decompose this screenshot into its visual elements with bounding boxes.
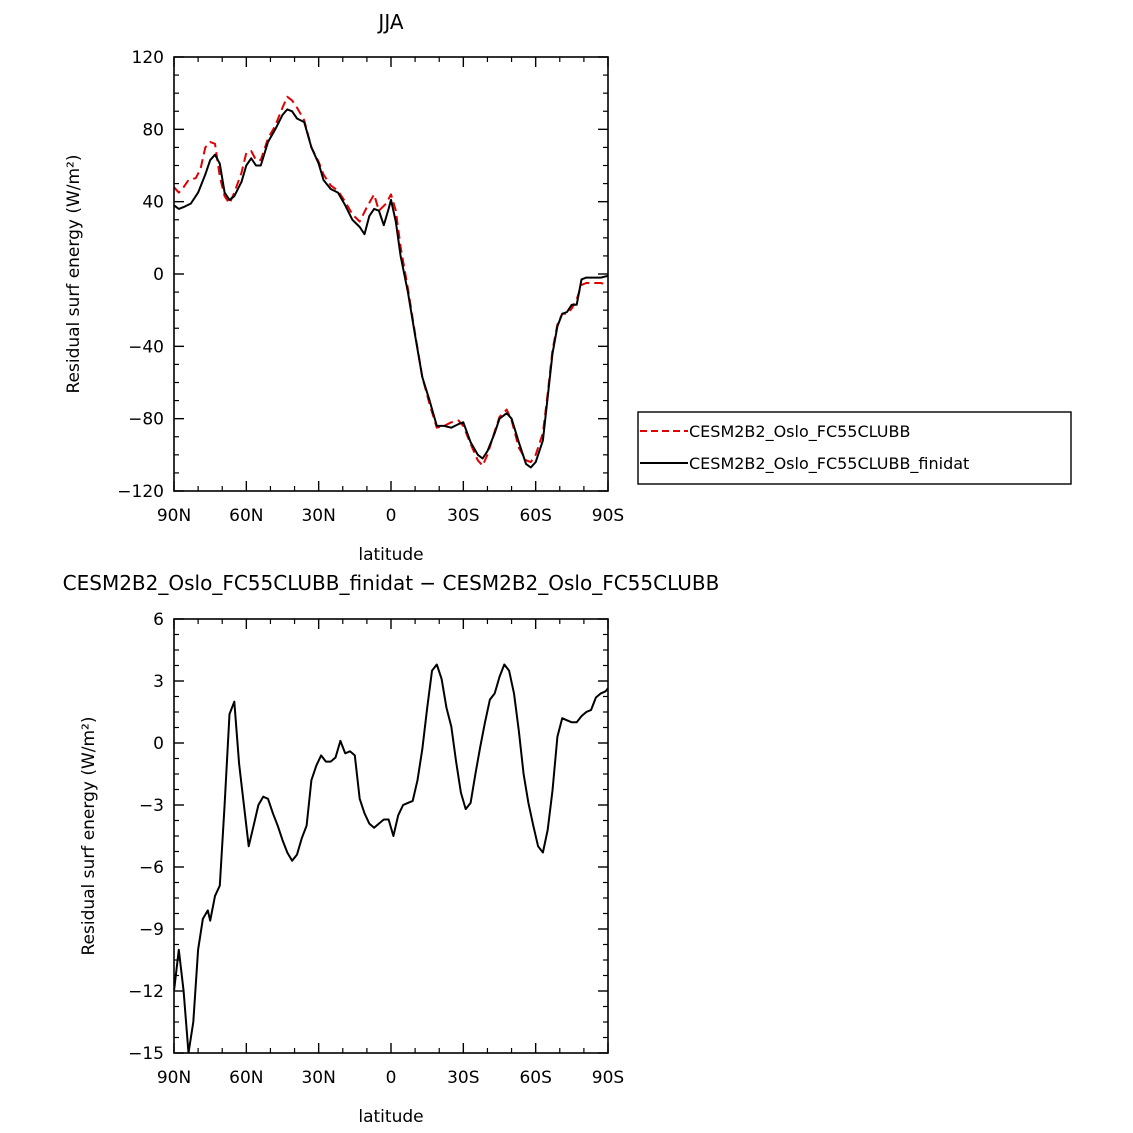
top-chart-xtick-label: 60N [229,506,263,526]
top-chart-xtick-label: 30S [447,506,479,526]
bottom-chart-ytick-label: −12 [128,982,164,1002]
top-chart-xlabel: latitude [358,545,423,565]
bottom-chart-ytick-label: −3 [139,796,164,816]
bottom-chart-ytick-label: 0 [153,734,164,754]
top-chart-ytick-label: 80 [142,120,164,140]
bottom-chart-xtick-label: 30S [447,1068,479,1088]
top-chart-xtick-label: 90S [592,506,624,526]
top-chart-series-line-2 [174,108,608,469]
bottom-chart-series-group [174,663,608,1053]
bottom-chart-ytick-label: −15 [128,1044,164,1064]
legend-label-series-2: CESM2B2_Oslo_FC55CLUBB_finidat [689,454,969,474]
top-chart-xtick-label: 60S [519,506,551,526]
top-chart-ytick-label: −120 [117,482,164,502]
top-chart-xtick-label: 0 [386,506,397,526]
top-chart-title: JJA [376,10,403,34]
bottom-chart-xtick-label: 60N [229,1068,263,1088]
legend-label-series-1: CESM2B2_Oslo_FC55CLUBB [689,422,910,442]
bottom-chart-xtick-label: 90S [592,1068,624,1088]
top-chart: JJA 90N 60N 30N 0 30S 60S 90S 120 80 40 0 −40 −80 −12… [64,10,1072,565]
bottom-chart-xtick-label: 0 [386,1068,397,1088]
bottom-chart-ticks [173,618,609,1054]
top-chart-series-line-1 [174,95,608,467]
bottom-chart-title: CESM2B2_Oslo_FC55CLUBB_finidat − CESM2B2… [63,571,720,595]
top-chart-ytick-label: 120 [132,48,164,68]
bottom-chart-xtick-label: 60S [519,1068,551,1088]
top-chart-ytick-label: −80 [128,410,164,430]
top-chart-ytick-label: 40 [142,193,164,213]
legend-box [637,411,1072,485]
top-chart-tick-labels: 90N 60N 30N 0 30S 60S 90S 120 80 40 0 −40 −80 −120 [117,48,624,526]
bottom-chart-ytick-label: −6 [139,858,164,878]
bottom-chart-ylabel: Residual surf energy (W/m²) [79,716,99,955]
bottom-chart-tick-labels: 90N 60N 30N 0 30S 60S 90S 6 3 0 −3 −6 −9 −12 −15 [128,610,624,1088]
top-chart-ylabel: Residual surf energy (W/m²) [64,154,84,393]
bottom-chart-ytick-label: 6 [153,610,164,630]
bottom-chart-series-line-1 [174,663,608,1053]
top-chart-xtick-label: 90N [157,506,191,526]
bottom-chart-frame [173,618,609,1054]
bottom-chart-xtick-label: 90N [157,1068,191,1088]
bottom-chart-ytick-label: −9 [139,920,164,940]
top-chart-ytick-label: −40 [128,337,164,357]
top-chart-series-group [174,95,608,469]
bottom-chart-ytick-label: 3 [153,672,164,692]
top-chart-ytick-label: 0 [153,265,164,285]
top-chart-xtick-label: 30N [301,506,335,526]
bottom-chart-xlabel: latitude [358,1107,423,1127]
bottom-chart: CESM2B2_Oslo_FC55CLUBB_finidat − CESM2B2… [63,571,720,1127]
top-chart-legend: CESM2B2_Oslo_FC55CLUBB CESM2B2_Oslo_FC55… [637,411,1072,485]
bottom-chart-xtick-label: 30N [301,1068,335,1088]
top-chart-frame [173,56,609,492]
